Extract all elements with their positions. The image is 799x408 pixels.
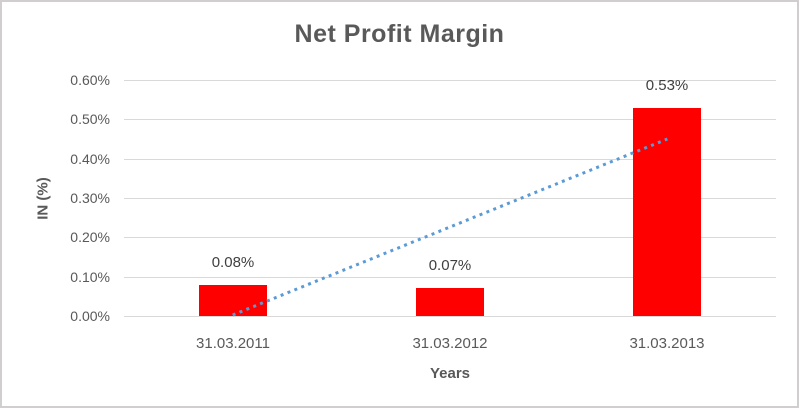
trendline-layer — [232, 137, 668, 317]
plot-area — [124, 80, 776, 317]
data-label: 0.08% — [211, 254, 255, 271]
bar-31.03.2011 — [199, 285, 267, 316]
y-axis-tick-label: 0.40% — [70, 151, 110, 167]
gridline — [124, 277, 776, 278]
x-axis-category-label: 31.03.2013 — [629, 335, 705, 352]
gridline — [124, 237, 776, 238]
gridline — [124, 119, 776, 120]
x-axis-title: Years — [429, 365, 471, 382]
bar-31.03.2012 — [416, 288, 484, 316]
data-label: 0.53% — [645, 77, 689, 94]
trendline — [232, 137, 668, 317]
chart-title: Net Profit Margin — [294, 20, 505, 48]
x-axis-category-label: 31.03.2011 — [196, 335, 270, 352]
y-axis-tick-label: 0.60% — [70, 72, 110, 88]
gridline — [124, 159, 776, 160]
y-axis-tick-label: 0.10% — [70, 269, 110, 285]
y-axis-tick-label: 0.50% — [70, 111, 110, 127]
gridline — [124, 198, 776, 199]
gridline — [124, 316, 776, 317]
gridline — [124, 80, 776, 81]
y-axis-tick-label: 0.00% — [70, 308, 110, 324]
bar-31.03.2013 — [633, 108, 701, 316]
y-axis-tick-label: 0.30% — [70, 190, 110, 206]
data-label: 0.07% — [428, 257, 472, 274]
x-axis-category-label: 31.03.2012 — [412, 335, 488, 352]
y-axis-tick-label: 0.20% — [70, 229, 110, 245]
